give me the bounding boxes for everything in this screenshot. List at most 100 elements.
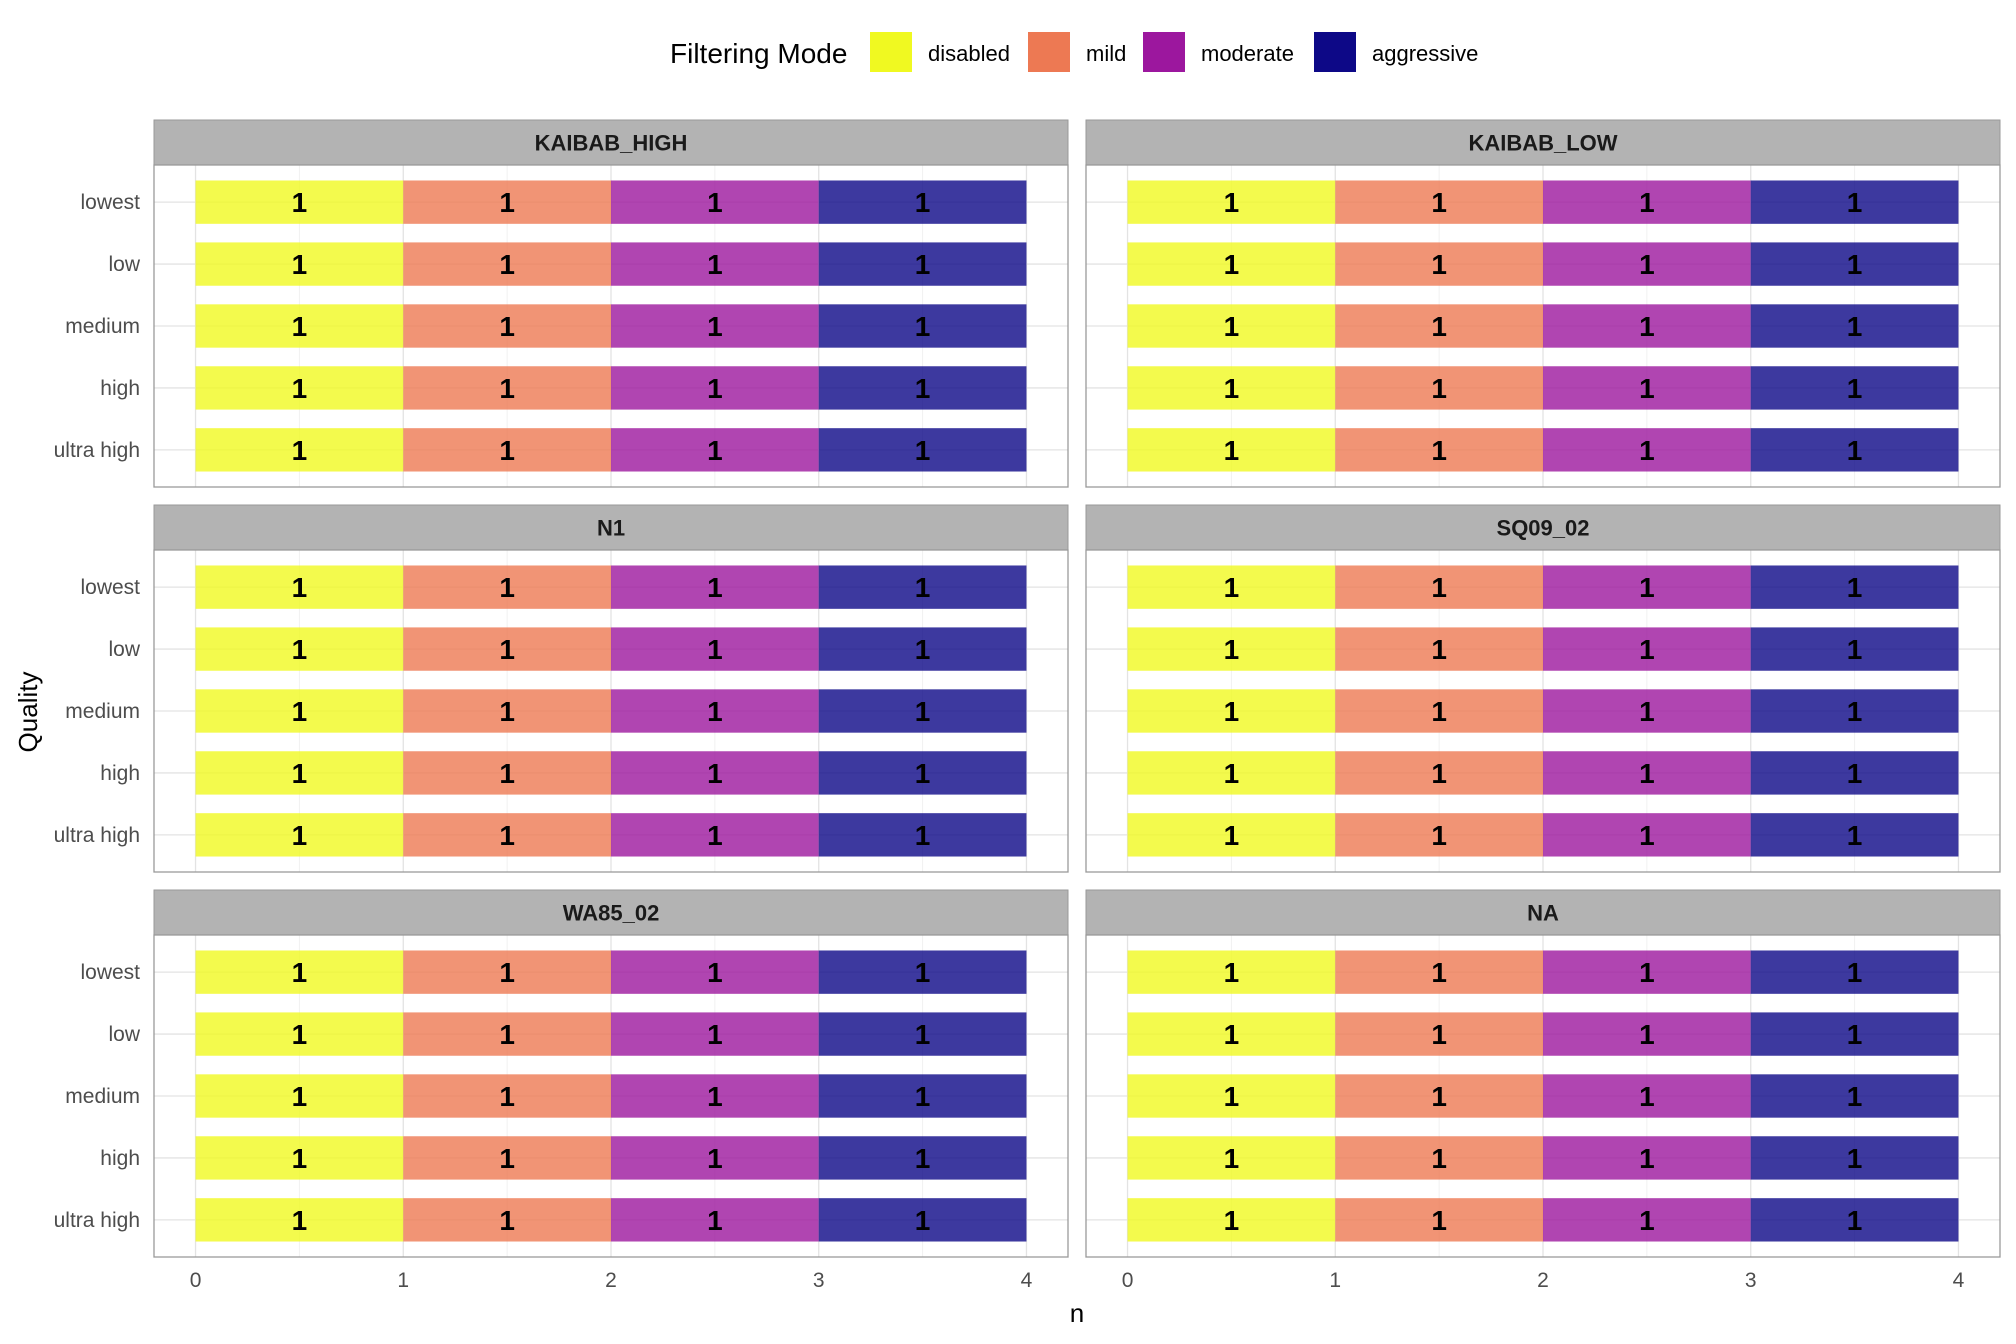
bar-segment-disabled (195, 813, 404, 857)
bar-segment-aggressive (818, 813, 1027, 857)
bar-data-label: 1 (499, 311, 515, 342)
bar-segment-disabled (195, 627, 404, 671)
bar-segment-disabled (195, 1012, 404, 1056)
x-tick-label: 3 (813, 1269, 825, 1292)
legend-key-aggressive (1314, 32, 1356, 72)
bar-segment-mild (403, 304, 611, 348)
bar-data-label: 1 (1639, 1019, 1655, 1050)
bar-segment-mild (1335, 1074, 1543, 1118)
facet-title: KAIBAB_LOW (1468, 131, 1617, 156)
bar-data-label: 1 (915, 696, 931, 727)
y-tick-label: ultra high (54, 824, 140, 847)
bar-data-label: 1 (1224, 435, 1240, 466)
bar-segment-moderate (611, 304, 819, 348)
bar-data-label: 1 (1639, 572, 1655, 603)
bar-data-label: 1 (1224, 957, 1240, 988)
bar-data-label: 1 (707, 696, 723, 727)
bar-segment-aggressive (818, 366, 1027, 410)
bar-segment-disabled (195, 1136, 404, 1180)
x-tick-label: 4 (1021, 1269, 1033, 1292)
bar-segment-moderate (1543, 1136, 1751, 1180)
y-tick-label: medium (65, 1085, 140, 1108)
y-tick-label: low (108, 638, 140, 661)
bar-segment-disabled (195, 689, 404, 733)
bar-data-label: 1 (1847, 1019, 1863, 1050)
bar-data-label: 1 (915, 820, 931, 851)
bar-data-label: 1 (292, 1143, 308, 1174)
legend-key-disabled (870, 32, 912, 72)
bar-data-label: 1 (915, 435, 931, 466)
bar-segment-mild (1335, 950, 1543, 994)
bar-data-label: 1 (499, 435, 515, 466)
bar-data-label: 1 (1847, 572, 1863, 603)
bar-segment-mild (403, 950, 611, 994)
legend-label-moderate: moderate (1201, 41, 1294, 66)
bar-segment-disabled (1127, 1074, 1336, 1118)
x-tick-label: 3 (1745, 1269, 1757, 1292)
facet-title: WA85_02 (563, 901, 660, 926)
panel-border (153, 164, 1069, 488)
bar-data-label: 1 (1847, 373, 1863, 404)
bar-data-label: 1 (292, 249, 308, 280)
bar-data-label: 1 (499, 572, 515, 603)
x-tick-label: 2 (605, 1269, 617, 1292)
bar-segment-aggressive (818, 1012, 1027, 1056)
bar-segment-aggressive (818, 1198, 1027, 1242)
bar-data-label: 1 (1431, 373, 1447, 404)
bar-data-label: 1 (915, 1143, 931, 1174)
bar-segment-disabled (1127, 751, 1336, 795)
x-tick-label: 0 (190, 1269, 202, 1292)
x-tick-label: 1 (397, 1269, 409, 1292)
bar-data-label: 1 (292, 187, 308, 218)
bar-segment-moderate (611, 689, 819, 733)
bar-segment-mild (403, 1074, 611, 1118)
bar-data-label: 1 (707, 1019, 723, 1050)
bar-data-label: 1 (499, 249, 515, 280)
bar-data-label: 1 (1639, 373, 1655, 404)
facet-strip (153, 889, 1069, 936)
facet-panel: WA85_02 1 1 1 1 1 1 1 1 1 1 1 1 1 1 1 1 1 1 1 1 lowest low medi… (54, 889, 1069, 1292)
bar-data-label: 1 (499, 1081, 515, 1112)
facet-title: NA (1527, 901, 1559, 926)
bar-data-label: 1 (707, 373, 723, 404)
bar-data-label: 1 (1224, 1019, 1240, 1050)
bar-data-label: 1 (1224, 696, 1240, 727)
bar-data-label: 1 (707, 1081, 723, 1112)
bar-segment-mild (403, 366, 611, 410)
bar-segment-moderate (611, 1136, 819, 1180)
bar-data-label: 1 (1847, 1143, 1863, 1174)
x-axis-title: n (1070, 1298, 1084, 1328)
bar-segment-aggressive (818, 627, 1027, 671)
facet-panels: KAIBAB_HIGH 1 1 1 1 1 1 1 1 1 1 1 1 1 1 1 1 1 1 1 1 lowest low… (54, 119, 2001, 1292)
bar-segment-moderate (611, 627, 819, 671)
bar-segment-moderate (1543, 1198, 1751, 1242)
bar-segment-moderate (1543, 751, 1751, 795)
bar-segment-disabled (1127, 428, 1336, 472)
bar-segment-moderate (611, 1074, 819, 1118)
bar-data-label: 1 (1639, 1143, 1655, 1174)
bar-segment-disabled (1127, 689, 1336, 733)
bar-segment-mild (403, 1198, 611, 1242)
bar-data-label: 1 (707, 820, 723, 851)
y-tick-label: low (108, 1023, 140, 1046)
bar-segment-mild (1335, 1012, 1543, 1056)
bar-segment-mild (403, 1012, 611, 1056)
bar-segment-disabled (195, 1074, 404, 1118)
bar-data-label: 1 (499, 696, 515, 727)
y-tick-label: ultra high (54, 1209, 140, 1232)
y-tick-label: medium (65, 315, 140, 338)
bar-data-label: 1 (1639, 187, 1655, 218)
bar-data-label: 1 (1431, 1205, 1447, 1236)
bar-segment-mild (403, 242, 611, 286)
y-tick-label: lowest (80, 961, 140, 984)
bar-data-label: 1 (1431, 1143, 1447, 1174)
bar-segment-mild (1335, 180, 1543, 224)
panel-border (1085, 549, 2001, 873)
bar-data-label: 1 (499, 1143, 515, 1174)
bar-segment-moderate (1543, 565, 1751, 609)
bar-segment-aggressive (818, 689, 1027, 733)
bar-segment-disabled (1127, 813, 1336, 857)
bar-segment-disabled (195, 1198, 404, 1242)
bar-segment-moderate (1543, 1012, 1751, 1056)
bar-data-label: 1 (1224, 1143, 1240, 1174)
